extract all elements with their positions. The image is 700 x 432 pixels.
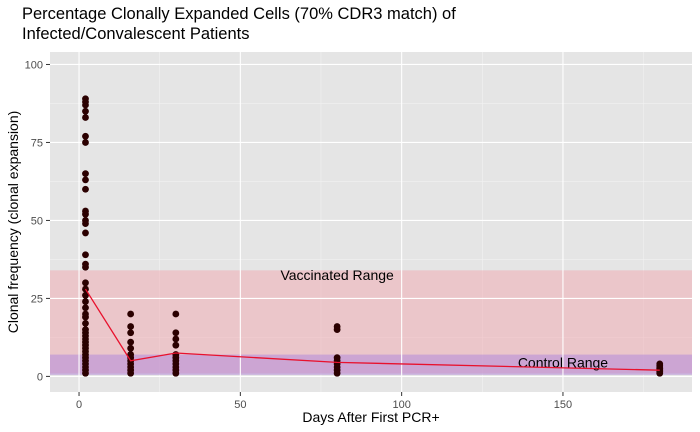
minor-gridlines [50, 52, 692, 392]
data-point [82, 185, 89, 193]
data-point [127, 344, 135, 352]
x-tick-label: 150 [554, 399, 572, 411]
data-point [172, 329, 180, 337]
data-point [82, 114, 89, 121]
data-point [127, 338, 135, 346]
data-point [82, 291, 89, 299]
data-point [333, 326, 341, 334]
control-range-band [50, 354, 692, 375]
data-point [82, 176, 89, 184]
y-axis-title: Clonal frequency (clonal expansion) [5, 111, 21, 334]
major-gridlines [50, 52, 692, 392]
data-point [82, 369, 89, 377]
chart-title-line-2: Infected/Convalescent Patients [22, 25, 250, 43]
data-point [82, 298, 89, 305]
data-point [82, 313, 89, 321]
x-axis: 0 50 100 150 [76, 392, 572, 411]
data-point [82, 210, 89, 218]
control-range-label: Control Range [518, 354, 608, 370]
data-point [82, 132, 89, 140]
data-point [82, 101, 89, 109]
data-point [82, 139, 89, 146]
data-point [127, 369, 135, 377]
data-point [82, 279, 89, 287]
data-point [127, 310, 135, 318]
y-tick-label: 50 [31, 215, 43, 227]
data-point [82, 304, 89, 312]
plot-panel [50, 52, 692, 392]
data-point [82, 251, 89, 259]
x-tick-label: 0 [76, 399, 82, 411]
data-point [172, 341, 180, 349]
x-tick-label: 100 [392, 399, 410, 411]
y-tick-label: 75 [31, 137, 43, 149]
data-point [127, 323, 135, 330]
x-tick-label: 50 [234, 399, 246, 411]
data-point [172, 369, 180, 377]
data-point [82, 107, 89, 115]
trend-line [84, 288, 660, 371]
data-point [333, 369, 341, 377]
data-point [82, 229, 89, 237]
data-point [82, 220, 89, 227]
y-tick-label: 25 [31, 293, 43, 305]
y-axis: 0 25 50 75 100 [25, 59, 50, 383]
y-tick-label: 100 [25, 59, 43, 71]
data-point [127, 329, 135, 337]
chart-title: Percentage Clonally Expanded Cells (70% … [22, 4, 682, 44]
range-bands [50, 270, 692, 375]
data-point [172, 335, 180, 343]
x-axis-title: Days After First PCR+ [302, 409, 439, 425]
chart-title-line-1: Percentage Clonally Expanded Cells (70% … [22, 5, 456, 23]
band-labels: Vaccinated Range Control Range [280, 267, 608, 370]
data-point [82, 170, 89, 178]
data-point [82, 319, 89, 327]
vaccinated-range-label: Vaccinated Range [280, 267, 394, 283]
data-points [82, 95, 664, 377]
y-tick-label: 0 [37, 371, 43, 383]
data-point [172, 310, 180, 318]
data-point [82, 263, 89, 271]
data-point [656, 369, 664, 377]
